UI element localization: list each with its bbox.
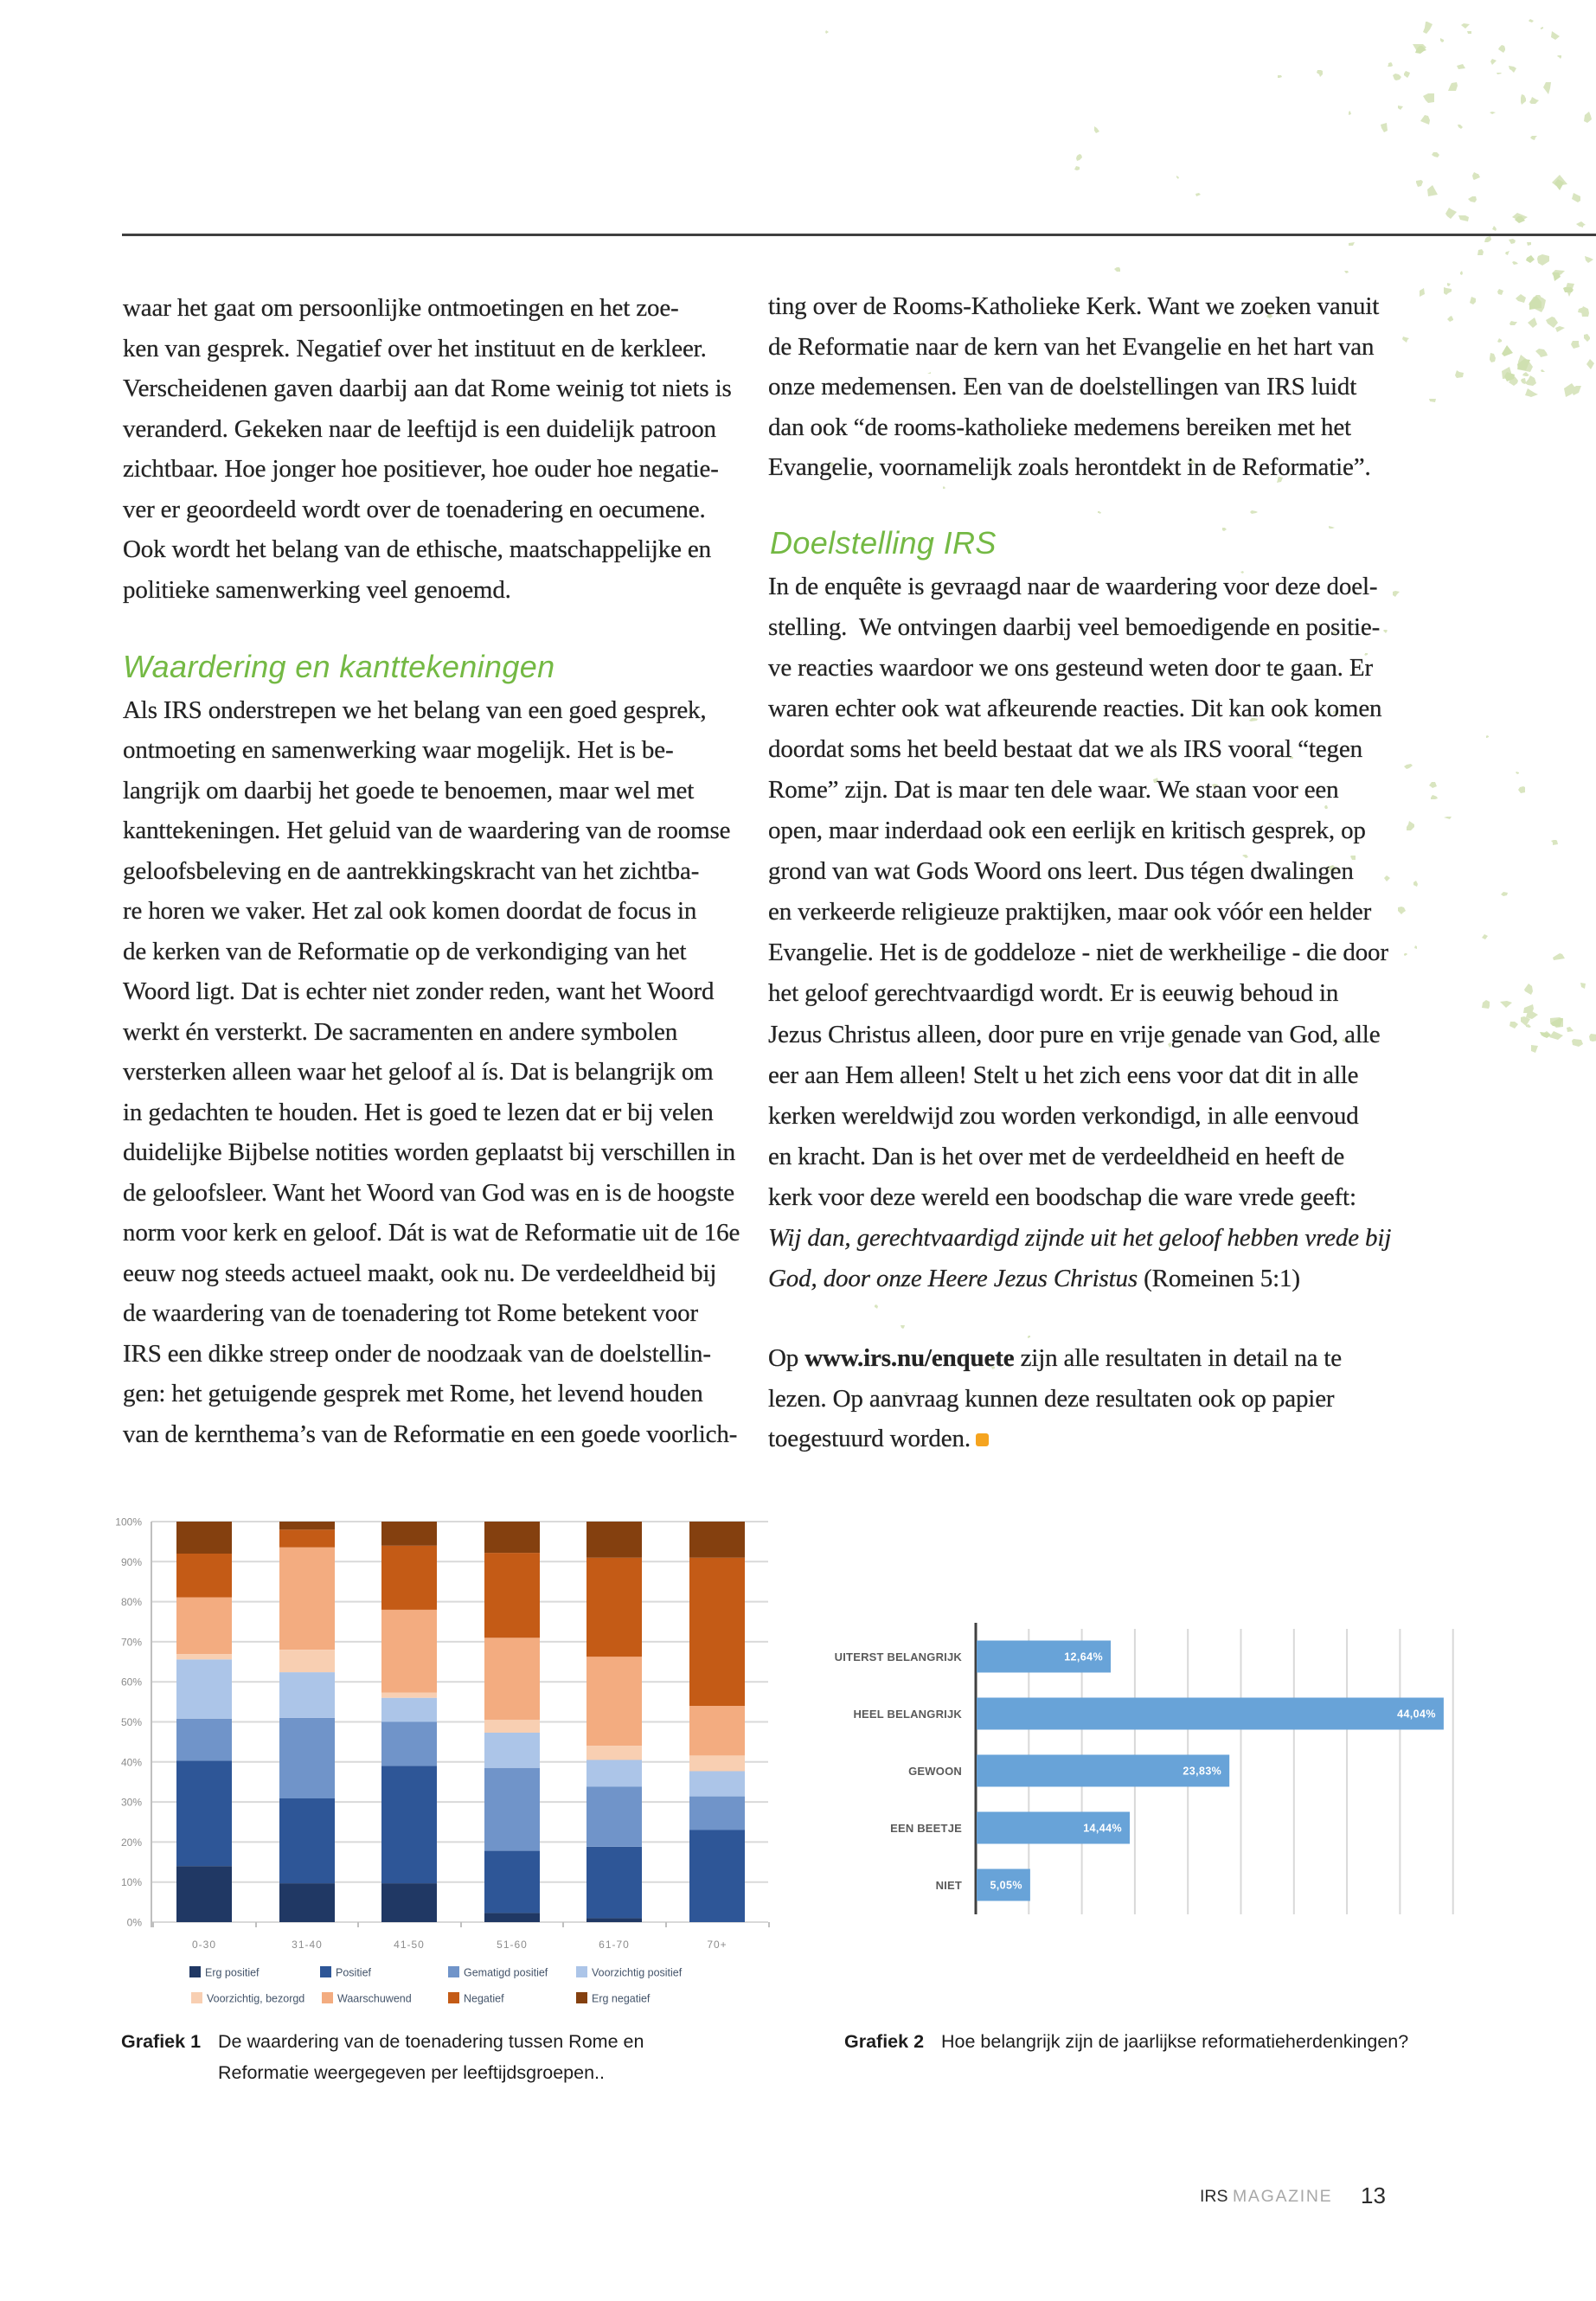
svg-text:40%: 40%	[121, 1756, 142, 1768]
svg-text:31-40: 31-40	[292, 1939, 323, 1951]
svg-text:80%: 80%	[121, 1596, 142, 1608]
svg-text:100%: 100%	[115, 1516, 142, 1529]
svg-text:10%: 10%	[121, 1876, 142, 1888]
svg-text:Negatief: Negatief	[464, 1993, 504, 2005]
svg-text:90%: 90%	[121, 1556, 142, 1568]
svg-text:EEN BEETJE: EEN BEETJE	[890, 1822, 962, 1835]
svg-text:Voorzichtig positief: Voorzichtig positief	[592, 1967, 683, 1979]
svg-text:44,04%: 44,04%	[1397, 1708, 1436, 1721]
svg-text:70+: 70+	[707, 1939, 727, 1951]
svg-text:Positief: Positief	[336, 1967, 372, 1979]
svg-text:12,64%: 12,64%	[1064, 1651, 1103, 1663]
svg-text:23,83%: 23,83%	[1183, 1766, 1221, 1778]
svg-text:41-50: 41-50	[394, 1939, 425, 1951]
svg-text:Erg negatief: Erg negatief	[592, 1993, 651, 2005]
svg-text:Erg positief: Erg positief	[205, 1967, 260, 1979]
svg-text:51-60: 51-60	[497, 1939, 528, 1951]
svg-text:NIET: NIET	[936, 1879, 962, 1892]
svg-text:61-70: 61-70	[599, 1939, 630, 1951]
svg-text:30%: 30%	[121, 1797, 142, 1809]
svg-text:14,44%: 14,44%	[1083, 1823, 1122, 1835]
svg-text:20%: 20%	[121, 1836, 142, 1849]
svg-text:70%: 70%	[121, 1636, 142, 1648]
svg-text:GEWOON: GEWOON	[908, 1765, 962, 1778]
svg-text:UITERST BELANGRIJK: UITERST BELANGRIJK	[835, 1650, 963, 1663]
svg-text:50%: 50%	[121, 1716, 142, 1728]
svg-text:Voorzichtig, bezorgd: Voorzichtig, bezorgd	[207, 1993, 304, 2005]
svg-text:Gematigd positief: Gematigd positief	[464, 1967, 548, 1979]
svg-text:HEEL BELANGRIJK: HEEL BELANGRIJK	[853, 1708, 962, 1721]
svg-text:60%: 60%	[121, 1676, 142, 1689]
svg-text:Waarschuwend: Waarschuwend	[337, 1993, 412, 2005]
svg-text:0-30: 0-30	[192, 1939, 216, 1951]
svg-text:5,05%: 5,05%	[990, 1880, 1022, 1892]
svg-text:0%: 0%	[127, 1917, 143, 1929]
